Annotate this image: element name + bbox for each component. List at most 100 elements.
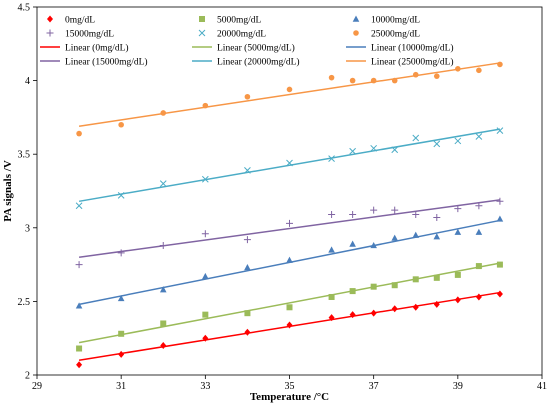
data-point bbox=[433, 140, 441, 148]
legend-label: Linear (0mg/dL) bbox=[65, 43, 129, 54]
data-point bbox=[349, 147, 356, 155]
legend-entry: 0mg/dL bbox=[47, 15, 95, 26]
data-point bbox=[286, 321, 293, 329]
data-point bbox=[496, 215, 504, 222]
x-tick-label: 35 bbox=[285, 381, 295, 392]
legend-entry: Linear (20000mg/dL) bbox=[192, 57, 300, 68]
legend-label: 0mg/dL bbox=[65, 16, 95, 26]
data-point bbox=[412, 211, 420, 219]
trendline-1 bbox=[78, 262, 501, 344]
data-point bbox=[201, 230, 209, 238]
legend-entry: 25000mg/dL bbox=[353, 30, 420, 40]
x-tick-label: 31 bbox=[116, 381, 126, 392]
data-point bbox=[202, 272, 209, 280]
legend-marker bbox=[352, 15, 360, 22]
series-0 bbox=[76, 290, 503, 369]
data-point bbox=[243, 236, 251, 244]
data-point bbox=[412, 71, 419, 78]
legend-entry: 20000mg/dL bbox=[198, 30, 266, 40]
data-point bbox=[328, 155, 335, 162]
legend-label: Linear (5000mg/dL) bbox=[217, 43, 295, 54]
legend-entry: 5000mg/dL bbox=[199, 16, 262, 26]
legend-label: 25000mg/dL bbox=[371, 30, 420, 40]
data-point bbox=[328, 246, 335, 253]
data-point bbox=[244, 264, 251, 271]
data-point bbox=[412, 134, 420, 142]
data-point bbox=[412, 276, 419, 283]
data-point bbox=[286, 219, 293, 227]
data-point bbox=[391, 206, 399, 214]
legend-label: Linear (20000mg/dL) bbox=[217, 57, 300, 68]
legend-entry: Linear (10000mg/dL) bbox=[346, 43, 454, 54]
x-tick-label: 41 bbox=[537, 381, 547, 392]
series-2 bbox=[75, 215, 504, 309]
data-point bbox=[349, 77, 356, 84]
data-point bbox=[391, 77, 398, 84]
data-point bbox=[75, 302, 83, 309]
data-point bbox=[159, 241, 167, 249]
data-point bbox=[497, 61, 503, 68]
data-point bbox=[286, 86, 293, 93]
data-point bbox=[475, 228, 483, 235]
data-point bbox=[349, 288, 356, 295]
data-point bbox=[454, 271, 461, 278]
data-point bbox=[496, 197, 504, 205]
data-point bbox=[412, 303, 419, 311]
data-point bbox=[496, 290, 503, 298]
data-point bbox=[201, 175, 209, 183]
data-point bbox=[118, 330, 125, 337]
data-point bbox=[433, 300, 440, 308]
legend-label: 20000mg/dL bbox=[217, 30, 266, 40]
data-point bbox=[391, 305, 398, 313]
data-point bbox=[244, 328, 251, 336]
data-point bbox=[433, 213, 441, 221]
legend-entry: Linear (25000mg/dL) bbox=[346, 57, 454, 68]
data-point bbox=[328, 293, 335, 300]
data-point bbox=[370, 77, 377, 84]
legend-label: Linear (15000mg/dL) bbox=[65, 57, 148, 68]
data-point bbox=[286, 159, 293, 167]
data-point bbox=[454, 205, 462, 213]
data-point bbox=[244, 310, 251, 317]
data-point bbox=[202, 311, 209, 318]
data-point bbox=[455, 66, 461, 72]
data-point bbox=[370, 309, 377, 317]
data-point bbox=[370, 206, 378, 214]
trendline-4 bbox=[78, 128, 501, 203]
data-point bbox=[454, 228, 462, 235]
data-point bbox=[160, 320, 167, 327]
legend-entry: Linear (5000mg/dL) bbox=[192, 43, 295, 54]
data-point bbox=[370, 144, 378, 152]
data-point bbox=[244, 93, 251, 100]
data-point bbox=[159, 180, 167, 187]
trendline-5 bbox=[78, 62, 501, 127]
x-tick-label: 39 bbox=[453, 381, 463, 392]
series-4 bbox=[75, 127, 504, 210]
y-axis-title: PA signals /V bbox=[2, 160, 14, 222]
data-point bbox=[412, 231, 420, 238]
data-point bbox=[349, 240, 356, 247]
data-point bbox=[328, 211, 336, 219]
legend-label: Linear (25000mg/dL) bbox=[371, 57, 454, 68]
data-point bbox=[391, 234, 399, 241]
data-point bbox=[202, 334, 209, 342]
x-axis-ticks: 29 31 33 35 37 39 41 bbox=[32, 375, 547, 392]
data-point bbox=[202, 102, 209, 109]
data-point bbox=[496, 261, 503, 268]
y-tick-label: 3 bbox=[25, 223, 30, 234]
y-tick-label: 2.5 bbox=[18, 297, 31, 308]
data-point bbox=[76, 361, 83, 369]
data-point bbox=[433, 73, 440, 79]
legend-label: 5000mg/dL bbox=[217, 16, 262, 26]
data-point bbox=[433, 274, 440, 281]
x-axis-title: Temperature /°C bbox=[250, 391, 329, 403]
data-point bbox=[476, 67, 482, 74]
legend-marker bbox=[199, 16, 205, 22]
data-point bbox=[370, 283, 377, 290]
data-point bbox=[370, 241, 377, 249]
data-point bbox=[475, 263, 482, 270]
y-axis-ticks: 2 2.5 3 3.5 4 4.5 bbox=[18, 3, 37, 382]
data-point bbox=[475, 133, 483, 140]
point-layer bbox=[75, 61, 504, 369]
